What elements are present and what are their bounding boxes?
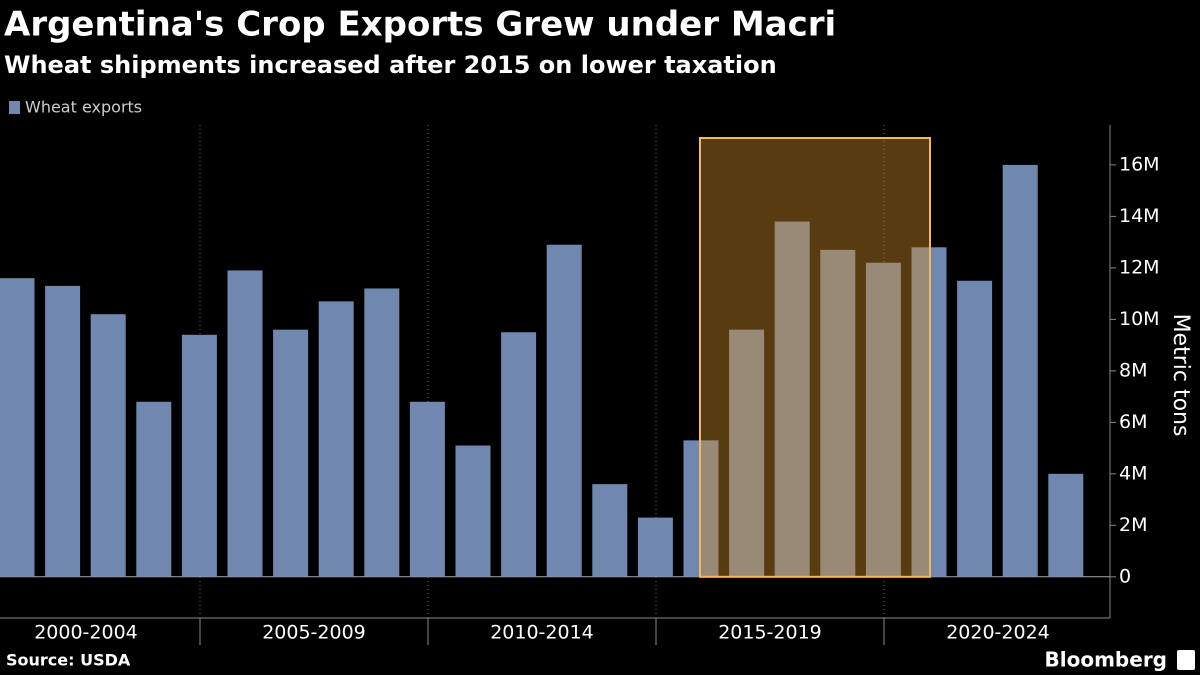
y-tick-label: 12M [1119, 256, 1160, 278]
y-tick-label: 14M [1119, 205, 1160, 227]
y-tick-label: 0 [1119, 565, 1131, 587]
y-tick-label: 16M [1119, 153, 1160, 175]
legend-label: Wheat exports [25, 98, 142, 117]
y-axis-title: Metric tons [1168, 314, 1193, 437]
bar [865, 262, 901, 577]
bar [501, 332, 537, 577]
y-tick-label: 6M [1119, 411, 1147, 433]
bar [136, 401, 172, 577]
bar [364, 288, 400, 577]
bar [409, 401, 445, 577]
bar [0, 278, 35, 577]
x-group-label: 2020-2024 [946, 622, 1050, 644]
x-group-label: 2010-2014 [490, 622, 594, 644]
y-tick-label: 4M [1119, 462, 1147, 484]
bar [227, 270, 263, 577]
chart-subtitle: Wheat shipments increased after 2015 on … [4, 51, 777, 79]
bar [774, 221, 810, 577]
bar [729, 329, 765, 577]
source: Source: USDA [6, 651, 131, 670]
bar [820, 249, 856, 577]
bar [1048, 473, 1084, 577]
bar [1002, 164, 1038, 577]
y-tick-label: 10M [1119, 308, 1160, 330]
bar [592, 484, 628, 577]
brand: Bloomberg [1045, 648, 1167, 672]
bar [546, 244, 582, 577]
bar [318, 301, 354, 577]
x-group-label: 2005-2009 [262, 622, 366, 644]
bar [637, 517, 673, 577]
highlight-box [699, 137, 931, 578]
bar [273, 329, 309, 577]
y-tick-label: 8M [1119, 359, 1147, 381]
chart-title: Argentina's Crop Exports Grew under Macr… [4, 5, 836, 45]
bar [90, 314, 126, 577]
bar [181, 334, 217, 577]
x-group-label: 2000-2004 [34, 622, 138, 644]
bar [455, 445, 491, 577]
x-group-label: 2015-2019 [718, 622, 822, 644]
legend-swatch [9, 101, 20, 114]
brand-icon [1177, 650, 1195, 670]
y-tick-label: 2M [1119, 514, 1147, 536]
bar [45, 285, 81, 577]
bar [957, 280, 993, 577]
